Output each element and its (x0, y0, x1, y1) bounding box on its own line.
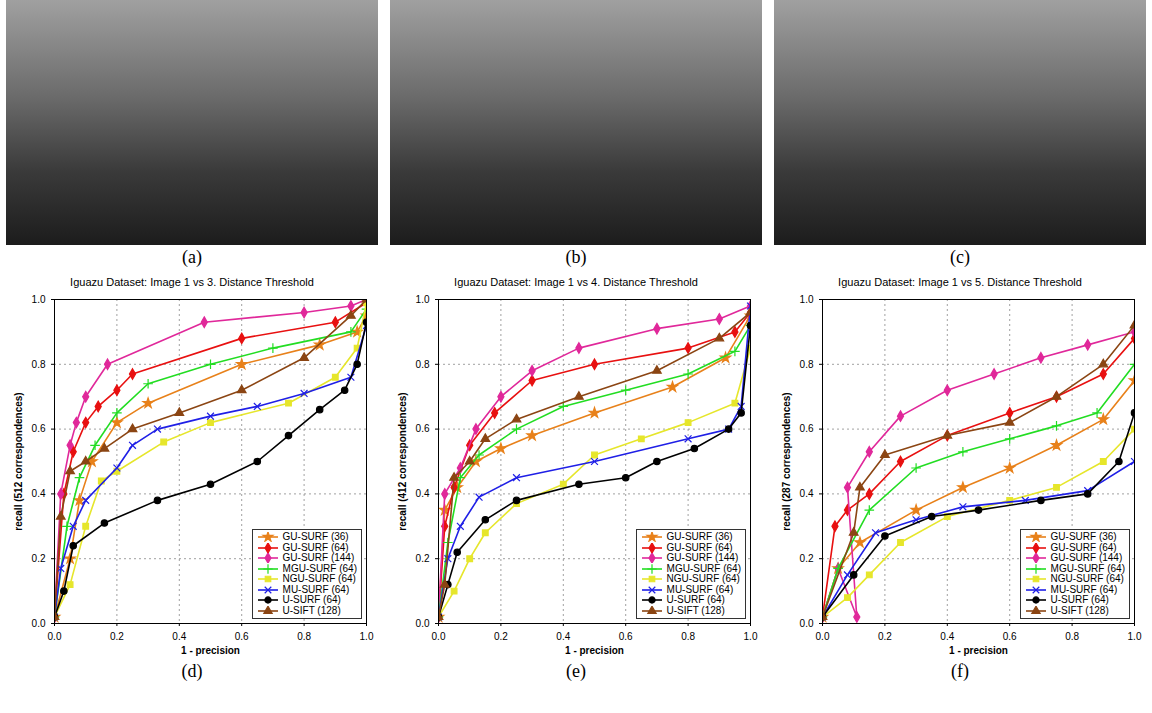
svg-text:1.0: 1.0 (416, 294, 430, 305)
html-text:Iguazu Dataset: Image 1 vs 4.: Iguazu Dataset: Image 1 vs 4. Distance T… (454, 276, 698, 288)
svg-text:0.8: 0.8 (1065, 631, 1079, 642)
html-text:U-SURF (64): U-SURF (64) (1050, 594, 1109, 605)
svg-text:0.8: 0.8 (681, 631, 695, 642)
html-text:GU-SURF (64): GU-SURF (64) (666, 541, 733, 553)
html-text:GU-SURF (144): GU-SURF (144) (1050, 552, 1123, 563)
svg-text:0.4: 0.4 (172, 631, 186, 642)
html-text:U-SURF (64): U-SURF (64) (282, 594, 341, 605)
html-text:Iguazu Dataset: Image 1 vs 5.: Iguazu Dataset: Image 1 vs 5. Distance T… (838, 276, 1082, 288)
svg-text:0.6: 0.6 (619, 631, 633, 642)
svg-text:1 - precision: 1 - precision (565, 645, 624, 656)
svg-text:1.0: 1.0 (1128, 631, 1142, 642)
html-text:MU-SURF (64): MU-SURF (64) (282, 583, 350, 595)
svg-text:0.8: 0.8 (32, 359, 46, 370)
svg-text:1 - precision: 1 - precision (181, 645, 240, 656)
html-text:NGU-SURF (64): NGU-SURF (64) (666, 573, 740, 584)
svg-text:0.4: 0.4 (940, 631, 954, 642)
svg-text:0.0: 0.0 (48, 631, 62, 642)
html-text:MGU-SURF (64): MGU-SURF (64) (666, 562, 741, 574)
svg-text:0.4: 0.4 (416, 488, 430, 499)
svg-text:0.6: 0.6 (1003, 631, 1017, 642)
html-text:GU-SURF (144): GU-SURF (144) (666, 552, 739, 563)
svg-text:1 - precision: 1 - precision (949, 645, 1008, 656)
svg-text:1.0: 1.0 (744, 631, 758, 642)
html-text:GU-SURF (36): GU-SURF (36) (282, 531, 349, 542)
svg-text:0.8: 0.8 (416, 359, 430, 370)
svg-text:0.2: 0.2 (110, 631, 124, 642)
html-text:U-SIFT (128): U-SIFT (128) (282, 604, 341, 616)
svg-text:1.0: 1.0 (32, 294, 46, 305)
svg-text:0.0: 0.0 (432, 631, 446, 642)
svg-text:0.0: 0.0 (416, 618, 430, 629)
svg-text:0.8: 0.8 (800, 359, 814, 370)
html-text:MGU-SURF (64): MGU-SURF (64) (282, 562, 357, 574)
html-text:GU-SURF (36): GU-SURF (36) (666, 531, 733, 542)
svg-text:0.2: 0.2 (32, 553, 46, 564)
svg-text:recall (512 correspondences): recall (512 correspondences) (13, 392, 24, 530)
svg-text:0.4: 0.4 (800, 488, 814, 499)
svg-text:0.0: 0.0 (32, 618, 46, 629)
html-text:(d): (d) (181, 661, 203, 681)
svg-text:recall (287 correspondences): recall (287 correspondences) (781, 392, 792, 530)
svg-text:0.0: 0.0 (816, 631, 830, 642)
html-text:U-SIFT (128): U-SIFT (128) (1050, 604, 1109, 616)
html-text:MU-SURF (64): MU-SURF (64) (666, 583, 734, 595)
html-text:(c): (c) (950, 247, 970, 267)
svg-text:0.4: 0.4 (556, 631, 570, 642)
html-text:Iguazu Dataset: Image 1 vs 3.: Iguazu Dataset: Image 1 vs 3. Distance T… (70, 276, 314, 288)
svg-text:0.6: 0.6 (235, 631, 249, 642)
svg-text:1.0: 1.0 (360, 631, 374, 642)
svg-text:0.6: 0.6 (416, 423, 430, 434)
html-text:(f): (f) (951, 661, 969, 681)
svg-text:0.2: 0.2 (416, 553, 430, 564)
html-text:GU-SURF (144): GU-SURF (144) (282, 552, 355, 563)
html-text:GU-SURF (64): GU-SURF (64) (1050, 541, 1117, 553)
svg-text:1.0: 1.0 (800, 294, 814, 305)
html-text:NGU-SURF (64): NGU-SURF (64) (1050, 573, 1124, 584)
svg-text:0.0: 0.0 (800, 618, 814, 629)
html-text:(e): (e) (566, 661, 586, 681)
svg-text:0.2: 0.2 (494, 631, 508, 642)
svg-text:0.8: 0.8 (297, 631, 311, 642)
html-text:GU-SURF (36): GU-SURF (36) (1050, 531, 1117, 542)
svg-text:0.6: 0.6 (800, 423, 814, 434)
html-text:NGU-SURF (64): NGU-SURF (64) (282, 573, 356, 584)
html-text:(b): (b) (565, 247, 587, 267)
svg-text:0.4: 0.4 (32, 488, 46, 499)
html-text:U-SURF (64): U-SURF (64) (666, 594, 725, 605)
svg-text:0.6: 0.6 (32, 423, 46, 434)
svg-text:recall (412 correspondences): recall (412 correspondences) (397, 392, 408, 530)
svg-text:0.2: 0.2 (800, 553, 814, 564)
html-text:MU-SURF (64): MU-SURF (64) (1050, 583, 1118, 595)
html-text:MGU-SURF (64): MGU-SURF (64) (1050, 562, 1125, 574)
svg-text:0.2: 0.2 (878, 631, 892, 642)
html-text:(a): (a) (182, 247, 202, 267)
html-text:GU-SURF (64): GU-SURF (64) (282, 541, 349, 553)
html-text:U-SIFT (128): U-SIFT (128) (666, 604, 725, 616)
